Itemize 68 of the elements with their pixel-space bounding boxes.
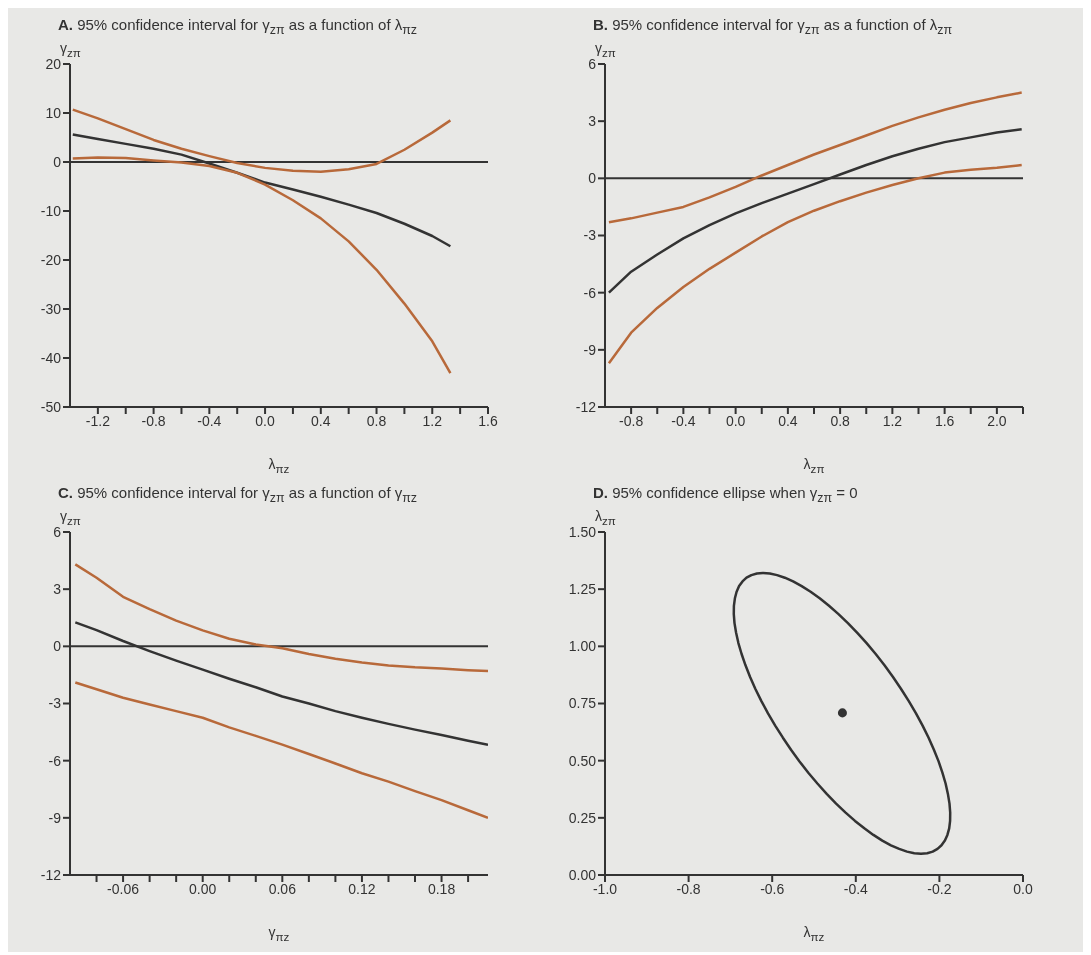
chart-title: A. 95% confidence interval for γ$_{zπ}$ as a function of λ$_{πz}$ [58,16,418,37]
y-tick-label: 0.00 [568,866,597,883]
y-tick-label: -20 [40,251,62,268]
y-tick-label: 1.25 [568,581,597,598]
x-tick-label: 0.06 [268,880,297,897]
y-tick-label: 3 [588,113,597,130]
y-tick-label: 0.75 [568,695,597,712]
y-tick-label: -12 [575,398,597,415]
x-tick-label: 0.4 [311,412,331,429]
y-tick-label: 1.50 [568,523,597,540]
y-tick-label: -6 [583,284,597,301]
x-axis-title: λ$_{πz}$ [802,924,826,943]
x-tick-label: 0.4 [778,412,798,429]
y-tick-label: -30 [40,300,62,317]
y-axis-title: γ$_{zπ}$ [60,40,82,59]
y-tick-label: -12 [40,866,62,883]
chart-title: B. 95% confidence interval for γ$_{zπ}$ as a function of λ$_{zπ}$ [593,16,953,37]
x-tick-label: -0.8 [619,412,644,429]
y-tick-label: -6 [48,752,62,769]
x-tick-label: 1.2 [882,412,903,429]
x-tick-label: -0.6 [760,880,785,897]
x-tick-label: -0.8 [141,412,166,429]
y-tick-label: -10 [40,202,62,219]
y-tick-label: 1.00 [568,638,597,655]
x-tick-label: 0.18 [427,880,456,897]
y-axis-title: λ$_{zπ}$ [595,508,617,527]
y-tick-label: 0.50 [568,752,597,769]
x-axis-title: γ$_{πz}$ [267,924,291,943]
x-tick-label: 0.12 [348,880,376,897]
x-tick-label: 0.0 [255,412,276,429]
x-tick-label: -1.2 [85,412,111,429]
x-tick-label: -0.4 [197,412,222,429]
y-tick-label: 0 [53,638,62,655]
y-tick-label: 0.25 [568,809,597,826]
x-tick-label: 0.8 [830,412,851,429]
x-tick-label: 1.2 [422,412,443,429]
y-tick-label: 6 [53,523,62,540]
x-tick-label: -0.06 [107,880,140,897]
x-tick-label: -0.4 [843,880,869,897]
y-axis-title: γ$_{zπ}$ [595,40,617,59]
y-tick-label: -9 [583,341,597,358]
x-tick-label: 2.0 [987,412,1007,429]
y-tick-label: -3 [583,227,597,244]
x-axis-title: λ$_{πz}$ [267,456,291,475]
x-tick-label: 0.0 [725,412,746,429]
y-tick-label: 6 [588,55,597,72]
y-axis-title: γ$_{zπ}$ [60,508,82,527]
x-tick-label: 0.8 [366,412,387,429]
y-tick-label: -40 [40,349,62,366]
y-tick-label: 0 [53,153,62,170]
x-tick-label: -0.4 [671,412,696,429]
x-tick-label: 1.6 [478,412,498,429]
x-tick-label: -1.0 [592,880,618,897]
y-tick-label: 3 [53,581,62,598]
y-tick-label: 10 [45,104,62,121]
y-tick-label: -50 [40,398,62,415]
y-tick-label: 20 [45,55,62,72]
x-tick-label: -0.2 [927,880,952,897]
y-tick-label: 0 [588,170,597,187]
x-axis-title: λ$_{zπ}$ [802,456,826,475]
y-tick-label: -3 [48,695,62,712]
chart-title: C. 95% confidence interval for γ$_{zπ}$ as a function of γ$_{πz}$ [58,484,418,505]
x-tick-label: 1.6 [934,412,955,429]
chart-title: D. 95% confidence ellipse when γ$_{zπ}$ = 0 [593,484,858,505]
x-tick-label: -0.8 [676,880,701,897]
x-tick-label: 0.00 [189,880,217,897]
y-tick-label: -9 [48,809,62,826]
x-tick-label: 0.0 [1013,880,1033,897]
